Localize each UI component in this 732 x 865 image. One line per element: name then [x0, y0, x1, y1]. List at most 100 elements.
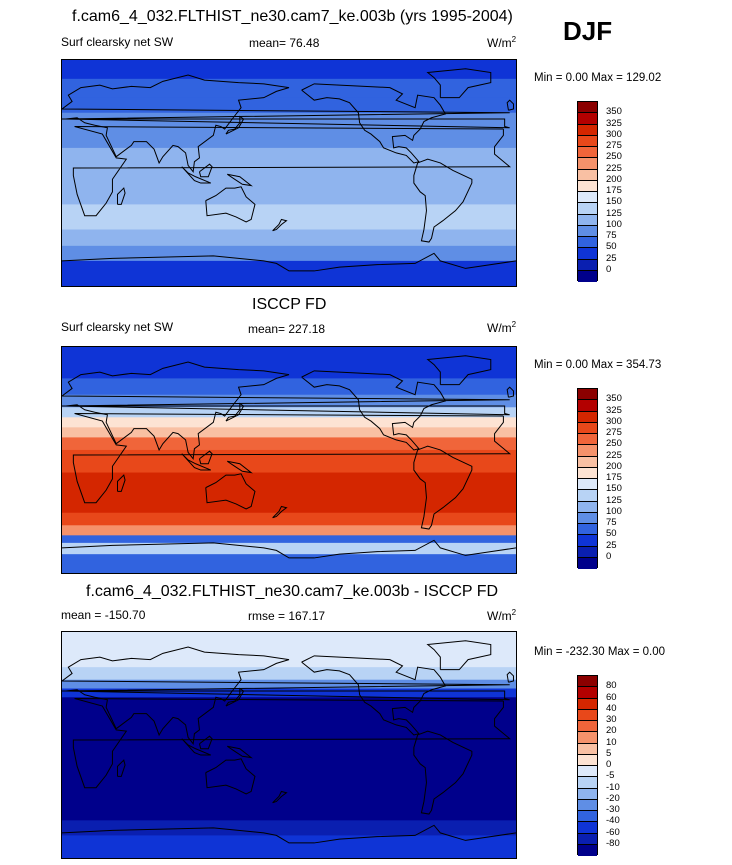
panel-3-mean-label: mean = -150.70 — [61, 608, 146, 622]
panel-2-minmax: Min = 0.00 Max = 354.73 — [534, 359, 662, 371]
colorbar-swatch — [578, 389, 597, 401]
panel-2-mean-label: mean= 227.18 — [248, 322, 326, 336]
colorbar-tick-label: 100 — [606, 218, 622, 230]
colorbar-swatch — [578, 777, 597, 789]
colorbar-tick-label: -30 — [606, 804, 620, 815]
colorbar-swatch — [578, 721, 597, 733]
coastline-segment — [72, 126, 512, 217]
field-band — [62, 97, 516, 114]
colorbar-tick-label: -20 — [606, 792, 620, 804]
colorbar-swatch — [578, 546, 597, 558]
coastline-segment — [413, 730, 473, 815]
colorbar-tick-label: -5 — [606, 770, 615, 782]
colorbar-tick-label: 0 — [606, 759, 612, 770]
colorbar-swatch — [578, 844, 597, 856]
colorbar-tick-label: 275 — [606, 140, 622, 151]
colorbar-tick-label: 300 — [606, 415, 622, 427]
colorbar-swatch — [578, 676, 597, 688]
colorbar-tick-label: 25 — [606, 252, 617, 264]
coastline-segment — [72, 413, 512, 504]
coastline-segment — [62, 646, 510, 745]
coastline-segment — [506, 671, 514, 683]
coastline-segment — [62, 361, 510, 460]
coastline-segment — [205, 758, 256, 795]
colorbar-swatch — [578, 147, 597, 159]
coastline-segment — [426, 640, 492, 671]
field-band — [62, 449, 516, 474]
coastline-segment — [198, 450, 213, 465]
field-band — [62, 407, 516, 418]
panel-2-map — [61, 346, 517, 574]
colorbar-swatch — [578, 400, 597, 412]
colorbar-swatch — [578, 124, 597, 136]
colorbar-swatch — [578, 535, 597, 547]
panel-1-minmax: Min = 0.00 Max = 129.02 — [534, 72, 662, 84]
colorbar-swatch — [578, 225, 597, 237]
colorbar-swatch — [578, 501, 597, 513]
colorbar-swatch — [578, 811, 597, 823]
colorbar-tick-label: 150 — [606, 483, 622, 495]
colorbar-tick-label: 80 — [606, 680, 617, 692]
coastline-segment — [72, 698, 512, 789]
colorbar-swatch — [578, 422, 597, 434]
colorbar-swatch — [578, 743, 597, 755]
panel-3-field — [62, 632, 516, 858]
colorbar-swatch — [578, 270, 597, 282]
colorbar-swatch — [578, 214, 597, 226]
field-band — [62, 554, 516, 573]
field-band — [62, 60, 516, 80]
colorbar-swatch — [578, 467, 597, 479]
coastline-segment — [116, 187, 126, 205]
colorbar-swatch — [578, 698, 597, 710]
field-band — [62, 697, 516, 821]
coastline-segment — [198, 735, 213, 750]
field-band — [62, 512, 516, 526]
colorbar-tick-label: 350 — [606, 393, 622, 405]
colorbar-tick-label: 20 — [606, 725, 617, 737]
coastline-segment — [225, 687, 245, 707]
coastline-segment — [272, 218, 288, 232]
colorbar-tick-label: 125 — [606, 207, 622, 219]
panel-2-map-svg — [62, 347, 516, 573]
coastline-segment — [62, 252, 516, 272]
colorbar-tick-label: 325 — [606, 117, 622, 129]
colorbar-swatch — [578, 203, 597, 215]
colorbar-tick-label: 200 — [606, 460, 622, 472]
colorbar-swatch — [578, 434, 597, 446]
coastline-segment — [205, 186, 256, 223]
coastline-segment — [225, 402, 245, 422]
colorbar-swatch — [578, 158, 597, 170]
colorbar-tick-label: 250 — [606, 438, 622, 450]
coastline-segment — [116, 474, 126, 492]
panel-1-colorbar — [577, 101, 598, 282]
colorbar-swatch — [578, 237, 597, 249]
field-band — [62, 245, 516, 262]
colorbar-swatch — [578, 799, 597, 811]
colorbar-tick-label: 175 — [606, 185, 622, 196]
panel-1-map — [61, 59, 517, 287]
colorbar-tick-label: 10 — [606, 736, 617, 748]
season-label: DJF — [563, 16, 613, 46]
panel-2-field — [62, 347, 516, 573]
colorbar-tick-label: 25 — [606, 539, 617, 551]
colorbar-tick-label: 275 — [606, 427, 622, 438]
coastline-segment — [205, 473, 256, 510]
field-band — [62, 417, 516, 428]
colorbar-tick-label: -40 — [606, 815, 620, 827]
colorbar-swatch — [578, 192, 597, 204]
coastline-segment — [413, 445, 473, 530]
colorbar-swatch — [578, 135, 597, 147]
panel-2-units: W/m2 — [487, 320, 517, 335]
colorbar-tick-label: 40 — [606, 702, 617, 714]
panel-3-title: f.cam6_4_032.FLTHIST_ne30.cam7_ke.003b -… — [86, 583, 499, 600]
colorbar-tick-label: 150 — [606, 196, 622, 208]
colorbar-tick-label: 350 — [606, 106, 622, 118]
colorbar-tick-label: -80 — [606, 837, 620, 849]
coastline-segment — [272, 505, 288, 519]
colorbar-swatch — [578, 557, 597, 569]
coastline-segment — [226, 745, 253, 759]
colorbar-swatch — [578, 248, 597, 260]
panel-2-title: ISCCP FD — [252, 296, 327, 313]
colorbar-swatch — [578, 113, 597, 125]
coastline-segment — [272, 790, 288, 804]
